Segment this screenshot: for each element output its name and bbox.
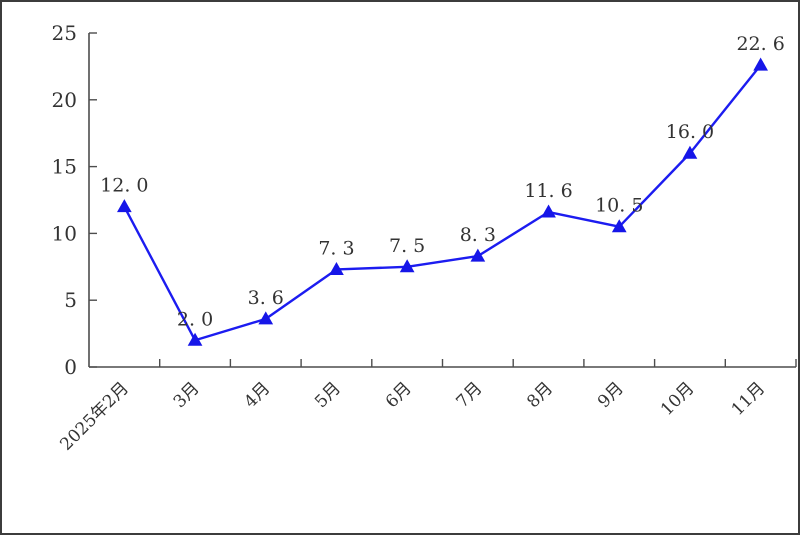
y-axis-tick-label: 20 [52, 88, 77, 112]
y-axis-tick-label: 10 [52, 221, 77, 245]
data-point-marker [399, 259, 415, 273]
data-point-label: 7. 5 [389, 235, 425, 257]
y-axis-tick-label: 15 [52, 155, 77, 179]
x-axis-category-label: 2025年2月 [56, 378, 132, 454]
data-point-marker [470, 248, 486, 262]
data-point-label: 12. 0 [100, 175, 148, 197]
x-axis-category-label: 9月 [594, 378, 628, 412]
data-point-label: 7. 3 [318, 237, 354, 259]
data-point-label: 10. 5 [595, 195, 643, 217]
data-point-label: 3. 6 [248, 287, 284, 309]
x-axis-category-label: 4月 [240, 378, 274, 412]
data-point-marker [329, 261, 344, 275]
data-point-label: 11. 6 [524, 180, 572, 202]
y-axis-tick-label: 25 [52, 21, 77, 45]
data-point-label: 2. 0 [177, 308, 213, 330]
data-point-marker [682, 145, 698, 159]
series-line [123, 63, 762, 342]
x-axis-category-label: 7月 [453, 378, 487, 412]
data-point-label: 22. 6 [736, 33, 784, 55]
data-point-marker [116, 199, 132, 213]
x-axis-category-label: 8月 [523, 378, 557, 412]
data-point-marker [611, 219, 627, 233]
data-point-marker [541, 204, 556, 218]
x-axis-category-label: 3月 [170, 378, 204, 412]
y-axis-tick-label: 0 [64, 355, 77, 379]
data-point-marker [187, 332, 203, 346]
y-axis-tick-label: 5 [64, 288, 77, 312]
x-axis-category-label: 10月 [657, 378, 698, 419]
data-point-label: 8. 3 [460, 224, 496, 246]
data-point-marker [753, 57, 769, 71]
x-axis-category-label: 6月 [382, 378, 416, 412]
data-point-marker [258, 311, 274, 325]
x-axis-category-label: 5月 [311, 378, 345, 412]
data-point-label: 16. 0 [666, 121, 714, 143]
x-axis-category-label: 11月 [728, 378, 769, 419]
